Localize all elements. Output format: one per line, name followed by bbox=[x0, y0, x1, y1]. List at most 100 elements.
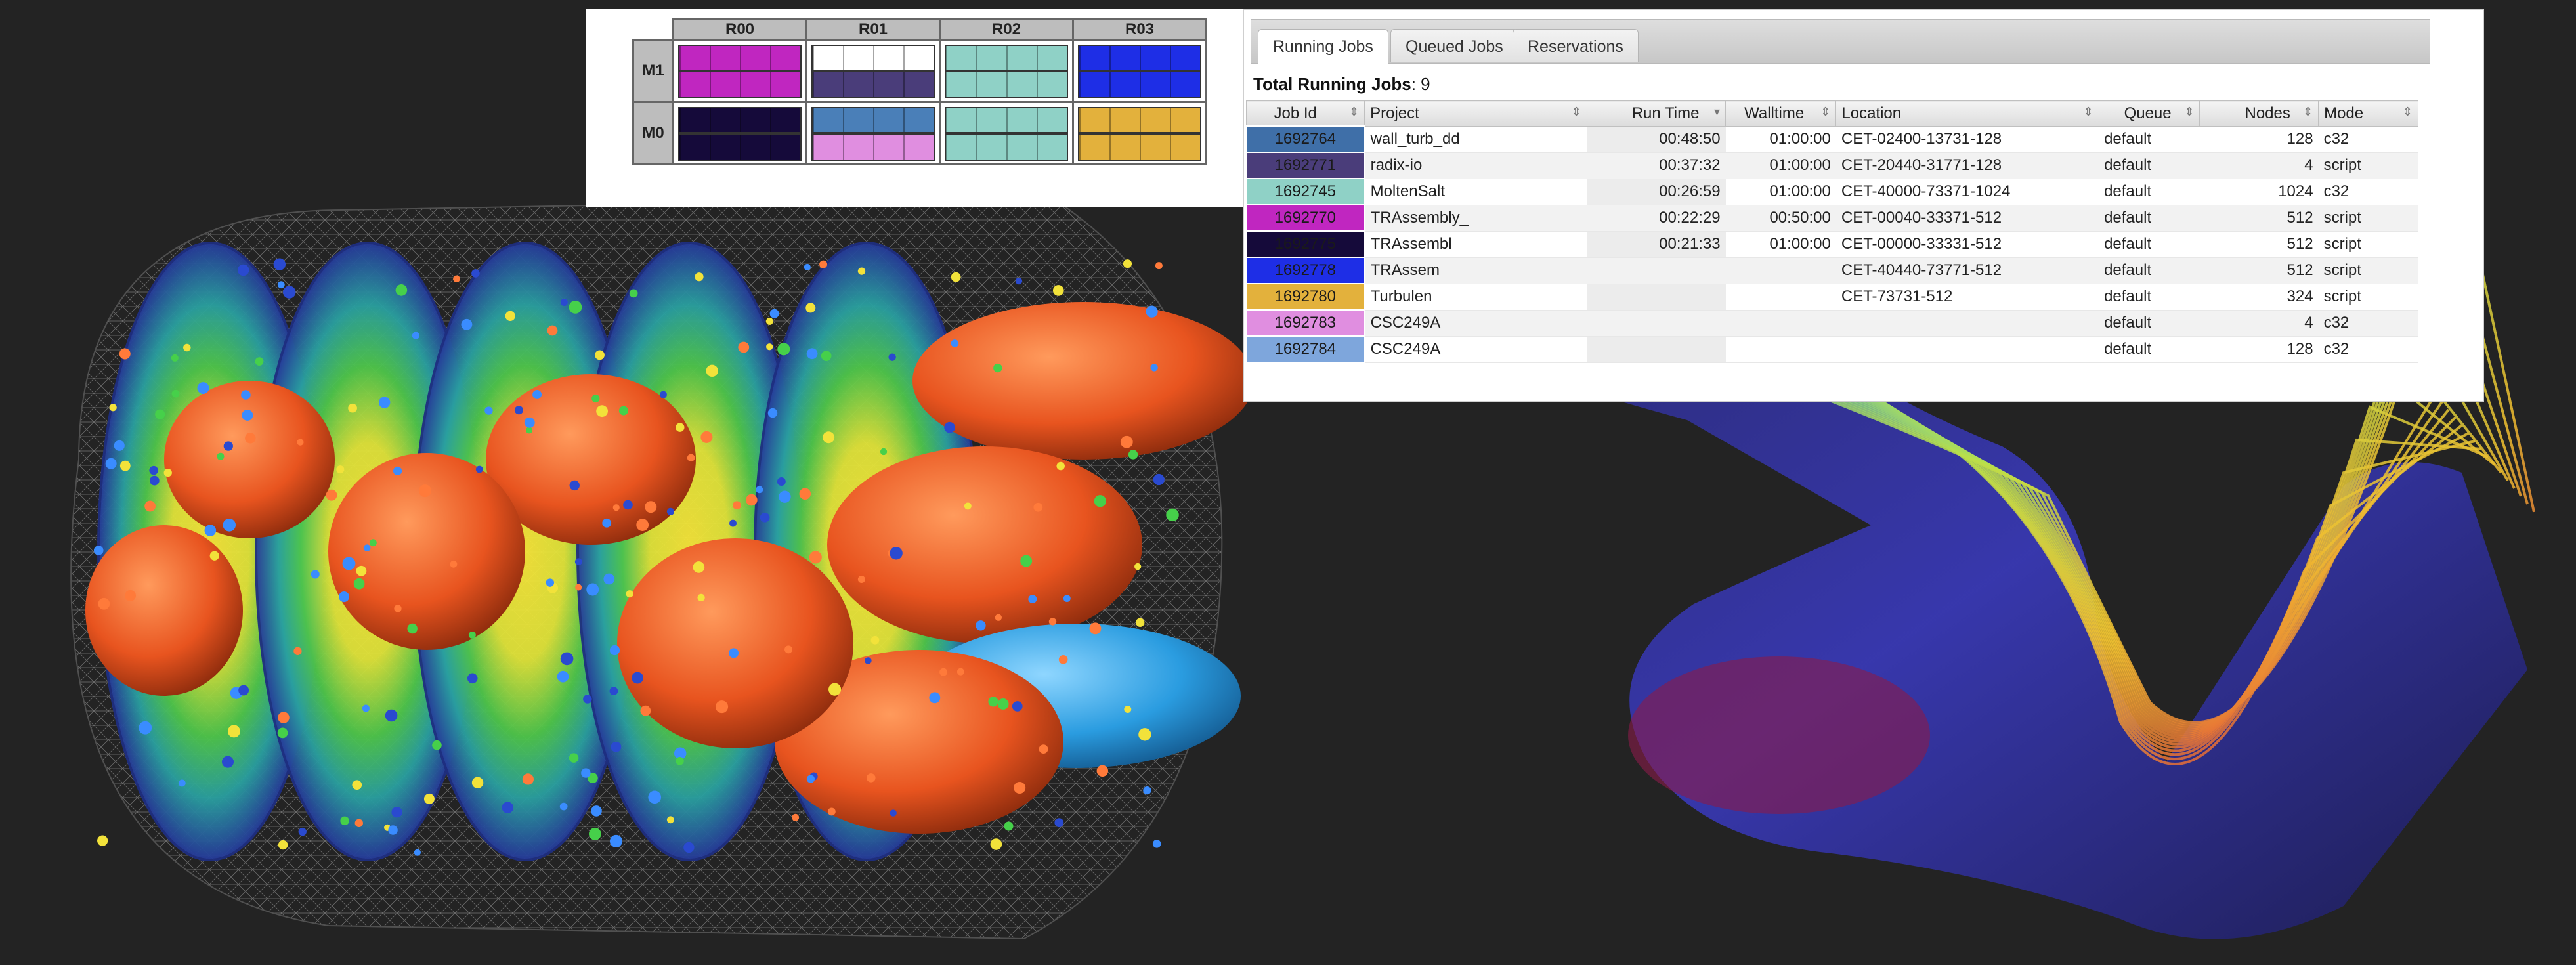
sort-arrows-icon[interactable]: ⇕ bbox=[1349, 105, 1360, 118]
tab-queued-jobs[interactable]: Queued Jobs bbox=[1390, 29, 1518, 62]
cell-nodes: 4 bbox=[2199, 152, 2319, 179]
table-row[interactable]: 1692775 TRAssembl 00:21:33 01:00:00 CET-0000… bbox=[1245, 230, 2418, 258]
column-header-run-time[interactable]: Run Time ▾ bbox=[1586, 100, 1727, 127]
cell-job-id: 1692771 bbox=[1245, 152, 1365, 179]
cell-walltime bbox=[1725, 310, 1836, 337]
table-row[interactable]: 1692778 TRAssem CET-40440-73771-512 default… bbox=[1245, 257, 2418, 284]
sort-arrows-icon[interactable]: ⇕ bbox=[1820, 105, 1831, 118]
rack-cell[interactable] bbox=[1072, 39, 1207, 103]
cell-project: wall_turb_dd bbox=[1364, 126, 1587, 153]
tab-running-jobs[interactable]: Running Jobs bbox=[1258, 29, 1388, 64]
tab-reservations[interactable]: Reservations bbox=[1513, 29, 1639, 62]
cell-location: CET-40000-73371-1024 bbox=[1835, 179, 2099, 205]
cell-project: MoltenSalt bbox=[1364, 179, 1587, 205]
column-header-nodes[interactable]: Nodes ⇕ bbox=[2199, 100, 2319, 127]
rack-cell[interactable] bbox=[805, 39, 941, 103]
sort-arrows-icon[interactable]: ⇕ bbox=[1571, 105, 1581, 118]
cell-run-time: 00:26:59 bbox=[1587, 179, 1726, 205]
cell-project: TRAssem bbox=[1364, 257, 1587, 284]
cell-run-time bbox=[1587, 310, 1726, 337]
column-header-job-id[interactable]: Job Id ⇕ bbox=[1245, 100, 1365, 127]
cell-walltime: 01:00:00 bbox=[1725, 231, 1836, 258]
cell-mode: script bbox=[2318, 284, 2418, 311]
cell-nodes: 512 bbox=[2199, 257, 2319, 284]
cell-location: CET-40440-73771-512 bbox=[1835, 257, 2099, 284]
column-header-walltime[interactable]: Walltime ⇕ bbox=[1725, 100, 1837, 127]
cell-project: TRAssembly_ bbox=[1364, 205, 1587, 232]
cell-nodes: 128 bbox=[2199, 126, 2319, 153]
cell-run-time bbox=[1587, 257, 1726, 284]
cell-queue: default bbox=[2099, 179, 2200, 205]
cell-queue: default bbox=[2099, 284, 2200, 311]
rack-column-header: R02 bbox=[939, 18, 1074, 41]
rack-cell[interactable] bbox=[939, 101, 1074, 165]
sort-arrows-icon[interactable]: ⇕ bbox=[2402, 105, 2413, 118]
cell-walltime: 01:00:00 bbox=[1725, 152, 1836, 179]
cell-run-time: 00:48:50 bbox=[1587, 126, 1726, 153]
cell-nodes: 1024 bbox=[2199, 179, 2319, 205]
tab-bar: Running Jobs Queued Jobs Reservations bbox=[1251, 19, 2430, 64]
column-header-queue[interactable]: Queue ⇕ bbox=[2098, 100, 2200, 127]
cell-mode: c32 bbox=[2318, 126, 2418, 153]
cell-walltime: 01:00:00 bbox=[1725, 126, 1836, 153]
rack-row-header: M0 bbox=[632, 101, 674, 165]
table-row[interactable]: 1692780 Turbulen CET-73731-512 default 324 sc… bbox=[1245, 283, 2418, 311]
rack-grid: R00 R01 R02 R03 M1 M0 bbox=[632, 18, 1207, 165]
total-label: Total Running Jobs bbox=[1253, 74, 1411, 94]
cell-nodes: 128 bbox=[2199, 336, 2319, 363]
cell-location bbox=[1835, 310, 2099, 337]
cell-nodes: 324 bbox=[2199, 284, 2319, 311]
cell-queue: default bbox=[2099, 152, 2200, 179]
rack-cell[interactable] bbox=[1072, 101, 1207, 165]
cell-mode: c32 bbox=[2318, 336, 2418, 363]
cell-mode: c32 bbox=[2318, 310, 2418, 337]
total-value: 9 bbox=[1421, 74, 1430, 94]
cell-job-id: 1692783 bbox=[1245, 309, 1365, 337]
cell-run-time bbox=[1587, 336, 1726, 363]
cell-location: CET-20440-31771-128 bbox=[1835, 152, 2099, 179]
table-row[interactable]: 1692783 CSC249A default 4 c32 bbox=[1245, 309, 2418, 337]
cell-job-id: 1692784 bbox=[1245, 335, 1365, 363]
cell-mode: script bbox=[2318, 231, 2418, 258]
cell-run-time: 00:37:32 bbox=[1587, 152, 1726, 179]
cell-location: CET-00000-33331-512 bbox=[1835, 231, 2099, 258]
table-row[interactable]: 1692771 radix-io 00:37:32 01:00:00 CET-20440… bbox=[1245, 152, 2418, 179]
rack-cell[interactable] bbox=[672, 39, 807, 103]
cell-walltime bbox=[1725, 284, 1836, 311]
table-header-row: Job Id ⇕ Project ⇕ Run Time ▾ Walltime ⇕ Loc… bbox=[1245, 100, 2418, 127]
cell-mode: c32 bbox=[2318, 179, 2418, 205]
sort-arrows-icon[interactable]: ⇕ bbox=[2184, 105, 2195, 118]
jobs-panel: Running Jobs Queued Jobs Reservations To… bbox=[1243, 9, 2484, 402]
cell-job-id: 1692764 bbox=[1245, 125, 1365, 153]
cell-queue: default bbox=[2099, 336, 2200, 363]
table-row[interactable]: 1692764 wall_turb_dd 00:48:50 01:00:00 CET-0… bbox=[1245, 125, 2418, 153]
table-row[interactable]: 1692770 TRAssembly_ 00:22:29 00:50:00 CET-00… bbox=[1245, 204, 2418, 232]
column-header-mode[interactable]: Mode ⇕ bbox=[2318, 100, 2418, 127]
table-row[interactable]: 1692784 CSC249A default 128 c32 bbox=[1245, 335, 2418, 363]
rack-column-header: R00 bbox=[672, 18, 807, 41]
cell-location: CET-73731-512 bbox=[1835, 284, 2099, 311]
sort-arrows-icon[interactable]: ⇕ bbox=[2302, 105, 2313, 118]
cell-queue: default bbox=[2099, 126, 2200, 153]
rack-column-header: R01 bbox=[805, 18, 941, 41]
rack-row-header: M1 bbox=[632, 39, 674, 103]
column-header-location[interactable]: Location ⇕ bbox=[1835, 100, 2099, 127]
column-header-project[interactable]: Project ⇕ bbox=[1364, 100, 1587, 127]
sort-arrows-icon[interactable]: ⇕ bbox=[2083, 105, 2093, 118]
rack-cell[interactable] bbox=[939, 39, 1074, 103]
cell-run-time: 00:21:33 bbox=[1587, 231, 1726, 258]
jobs-table: Job Id ⇕ Project ⇕ Run Time ▾ Walltime ⇕ Loc… bbox=[1245, 100, 2418, 363]
rack-column-header: R03 bbox=[1072, 18, 1207, 41]
rack-map-panel: R00 R01 R02 R03 M1 M0 bbox=[586, 9, 1243, 207]
cell-nodes: 512 bbox=[2199, 205, 2319, 232]
cell-project: radix-io bbox=[1364, 152, 1587, 179]
cell-job-id: 1692780 bbox=[1245, 283, 1365, 311]
cell-mode: script bbox=[2318, 205, 2418, 232]
cell-job-id: 1692745 bbox=[1245, 178, 1365, 205]
rack-cell[interactable] bbox=[805, 101, 941, 165]
rack-cell[interactable] bbox=[672, 101, 807, 165]
rack-row-m1: M1 bbox=[632, 39, 1207, 103]
sort-desc-icon[interactable]: ▾ bbox=[1714, 105, 1721, 118]
table-row[interactable]: 1692745 MoltenSalt 00:26:59 01:00:00 CET-400… bbox=[1245, 178, 2418, 205]
cell-location: CET-02400-13731-128 bbox=[1835, 126, 2099, 153]
